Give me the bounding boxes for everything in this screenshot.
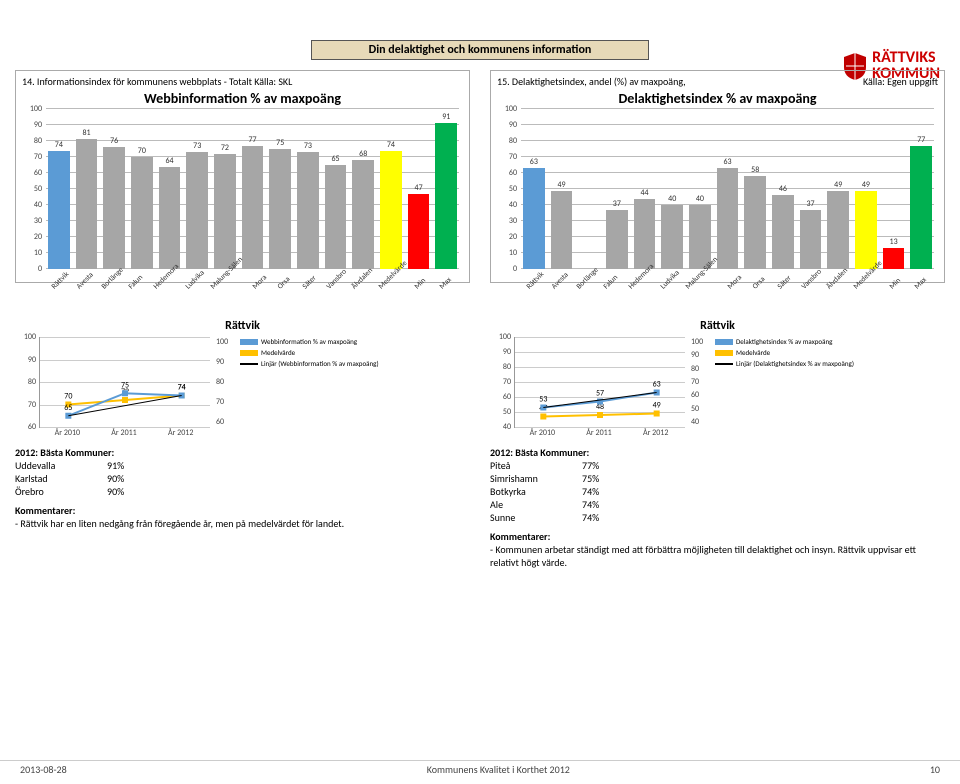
right-best: 2012: Bästa Kommuner: Piteå77%Simrishamn… xyxy=(490,446,945,524)
footer-title: Kommunens Kvalitet i Korthet 2012 xyxy=(427,763,570,776)
left-bar-chart: 0102030405060708090100748176706473727775… xyxy=(46,109,459,269)
right-comment: Kommentarer: - Kommunen arbetar ständigt… xyxy=(490,530,945,569)
svg-text:70: 70 xyxy=(64,392,72,402)
right-trend-chart: 405060708090100474849535763 xyxy=(514,337,685,428)
left-lower-panel: Rättvik 60708090100707274657574 10090807… xyxy=(15,315,470,569)
left-best-head: 2012: Bästa Kommuner: xyxy=(15,446,470,459)
right-trend-title: Rättvik xyxy=(490,319,945,333)
right-chart-title: Delaktighetsindex % av maxpoäng xyxy=(497,90,938,107)
svg-text:75: 75 xyxy=(121,380,129,390)
right-caption-right: Källa: Egen uppgift xyxy=(863,75,938,88)
section-title: Din delaktighet och kommunens informatio… xyxy=(311,40,649,60)
left-trend-xaxis: År 2010År 2011År 2012 xyxy=(39,428,209,438)
left-trend-chart: 60708090100707274657574 xyxy=(39,337,210,428)
right-comment-head: Kommentarer: xyxy=(490,530,945,543)
left-trend-yaxis2: 10090807060 xyxy=(214,337,236,427)
footer-date: 2013-08-28 xyxy=(20,763,67,776)
panel-right-chart: 15. Delaktighetsindex, andel (%) av maxp… xyxy=(490,70,945,283)
right-best-head: 2012: Bästa Kommuner: xyxy=(490,446,945,459)
left-best: 2012: Bästa Kommuner: Uddevalla91%Karlst… xyxy=(15,446,470,498)
left-comment-head: Kommentarer: xyxy=(15,504,470,517)
right-trend-xaxis: År 2010År 2011År 2012 xyxy=(514,428,684,438)
svg-text:65: 65 xyxy=(64,403,72,413)
right-lower-panel: Rättvik 405060708090100474849535763 1009… xyxy=(490,315,945,569)
left-trend-title: Rättvik xyxy=(15,319,470,333)
right-legend: Delaktighetsindex % av maxpoängMedelvärd… xyxy=(715,337,854,428)
svg-text:49: 49 xyxy=(653,401,661,411)
right-caption-left: 15. Delaktighetsindex, andel (%) av maxp… xyxy=(497,75,686,88)
panel-left-chart: 14. Informationsindex för kommunens webb… xyxy=(15,70,470,283)
footer-page: 10 xyxy=(930,763,940,776)
right-trend-yaxis2: 100908070605040 xyxy=(689,337,711,427)
left-xaxis: RättvikAvestaBorlängeFalunHedemoraLudvik… xyxy=(46,269,459,278)
right-bar-chart: 0102030405060708090100634937444040635846… xyxy=(521,109,934,269)
left-comment: Kommentarer: - Rättvik har en liten nedg… xyxy=(15,504,470,530)
svg-text:57: 57 xyxy=(596,389,604,399)
svg-text:74: 74 xyxy=(178,383,186,393)
left-legend: Webbinformation % av maxpoängMedelvärdeL… xyxy=(240,337,379,428)
left-chart-title: Webbinformation % av maxpoäng xyxy=(22,90,463,107)
svg-text:53: 53 xyxy=(539,395,547,405)
left-caption: 14. Informationsindex för kommunens webb… xyxy=(22,75,463,88)
right-xaxis: RättvikAvestaBorlängeFalunHedemoraLudvik… xyxy=(521,269,934,278)
right-comment-text: - Kommunen arbetar ständigt med att förb… xyxy=(490,543,945,569)
page-footer: 2013-08-28 Kommunens Kvalitet i Korthet … xyxy=(0,760,960,778)
left-comment-text: - Rättvik har en liten nedgång från före… xyxy=(15,517,470,530)
svg-text:63: 63 xyxy=(653,380,661,390)
